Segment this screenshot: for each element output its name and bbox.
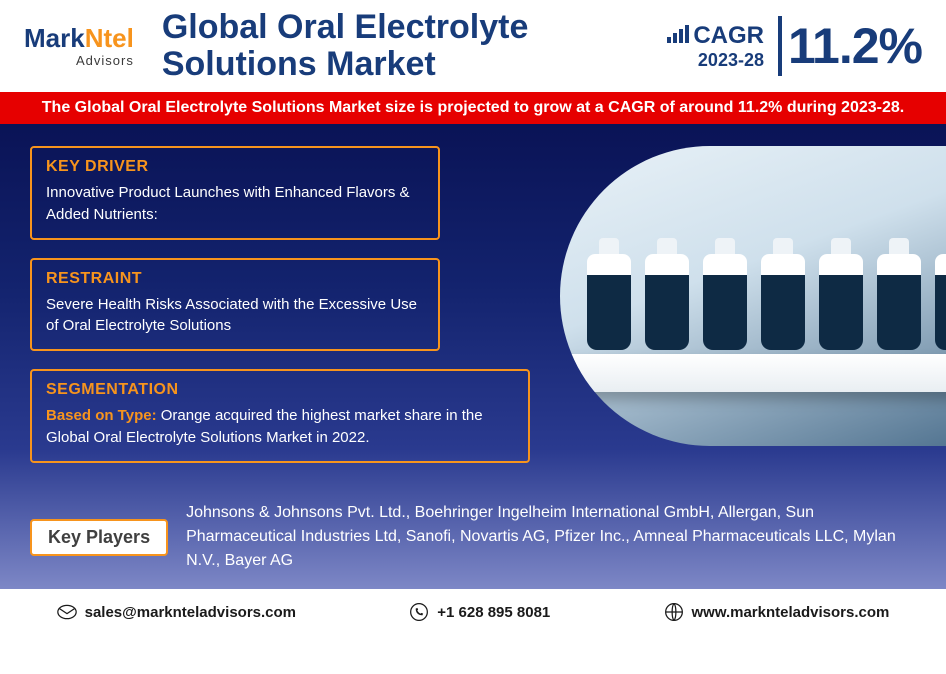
- cagr-years: 2023-28: [698, 50, 764, 71]
- restraint-title: RESTRAINT: [46, 270, 424, 288]
- segmentation-body: Based on Type: Orange acquired the highe…: [46, 405, 514, 449]
- key-players-row: Key Players Johnsons & Johnsons Pvt. Ltd…: [30, 501, 922, 573]
- logo: MarkNtel Advisors: [24, 25, 134, 68]
- title-block: Global Oral Electrolyte Solutions Market: [162, 9, 667, 84]
- logo-main: MarkNtel: [24, 25, 134, 51]
- hero-image: [560, 146, 946, 446]
- key-driver-title: KEY DRIVER: [46, 158, 424, 176]
- bottle-icon: [761, 254, 805, 350]
- cagr-block: CAGR 2023-28 11.2%: [667, 16, 922, 76]
- footer-web: www.marknteladvisors.com: [664, 602, 890, 622]
- bar-growth-icon: [667, 23, 689, 43]
- restraint-body: Severe Health Risks Associated with the …: [46, 294, 424, 338]
- footer-phone: +1 628 895 8081: [409, 602, 550, 622]
- key-driver-box: KEY DRIVER Innovative Product Launches w…: [30, 146, 440, 240]
- phone-icon: [409, 602, 429, 622]
- segmentation-box: SEGMENTATION Based on Type: Orange acqui…: [30, 369, 530, 463]
- globe-icon: [664, 602, 684, 622]
- bottle-icon: [819, 254, 863, 350]
- restraint-box: RESTRAINT Severe Health Risks Associated…: [30, 258, 440, 352]
- footer-phone-text: +1 628 895 8081: [437, 604, 550, 621]
- bottles-row: [587, 254, 946, 350]
- production-rail: [560, 354, 946, 392]
- main-panel: KEY DRIVER Innovative Product Launches w…: [0, 124, 946, 589]
- cagr-left: CAGR 2023-28: [667, 22, 764, 71]
- logo-mark-text: Mark: [24, 23, 85, 53]
- summary-stripe: The Global Oral Electrolyte Solutions Ma…: [0, 92, 946, 124]
- cagr-percent: 11.2%: [788, 17, 922, 75]
- bottle-icon: [587, 254, 631, 350]
- footer-web-text: www.marknteladvisors.com: [692, 604, 890, 621]
- footer: sales@marknteladvisors.com +1 628 895 80…: [0, 589, 946, 635]
- footer-email-text: sales@marknteladvisors.com: [85, 604, 296, 621]
- cagr-icon-text: CAGR: [667, 22, 764, 50]
- footer-email: sales@marknteladvisors.com: [57, 602, 296, 622]
- bottle-icon: [703, 254, 747, 350]
- key-players-text: Johnsons & Johnsons Pvt. Ltd., Boehringe…: [186, 501, 922, 573]
- logo-sub: Advisors: [24, 53, 134, 68]
- logo-ntel-text: Ntel: [85, 23, 134, 53]
- bottle-icon: [645, 254, 689, 350]
- key-players-badge: Key Players: [30, 519, 168, 556]
- cagr-label: CAGR: [693, 22, 764, 50]
- key-driver-body: Innovative Product Launches with Enhance…: [46, 182, 424, 226]
- segmentation-label: Based on Type:: [46, 407, 157, 424]
- mail-icon: [57, 602, 77, 622]
- bottle-icon: [877, 254, 921, 350]
- cagr-divider: [778, 16, 782, 76]
- header: MarkNtel Advisors Global Oral Electrolyt…: [0, 0, 946, 92]
- segmentation-title: SEGMENTATION: [46, 381, 514, 399]
- bottle-icon: [935, 254, 946, 350]
- page-title: Global Oral Electrolyte Solutions Market: [162, 9, 667, 84]
